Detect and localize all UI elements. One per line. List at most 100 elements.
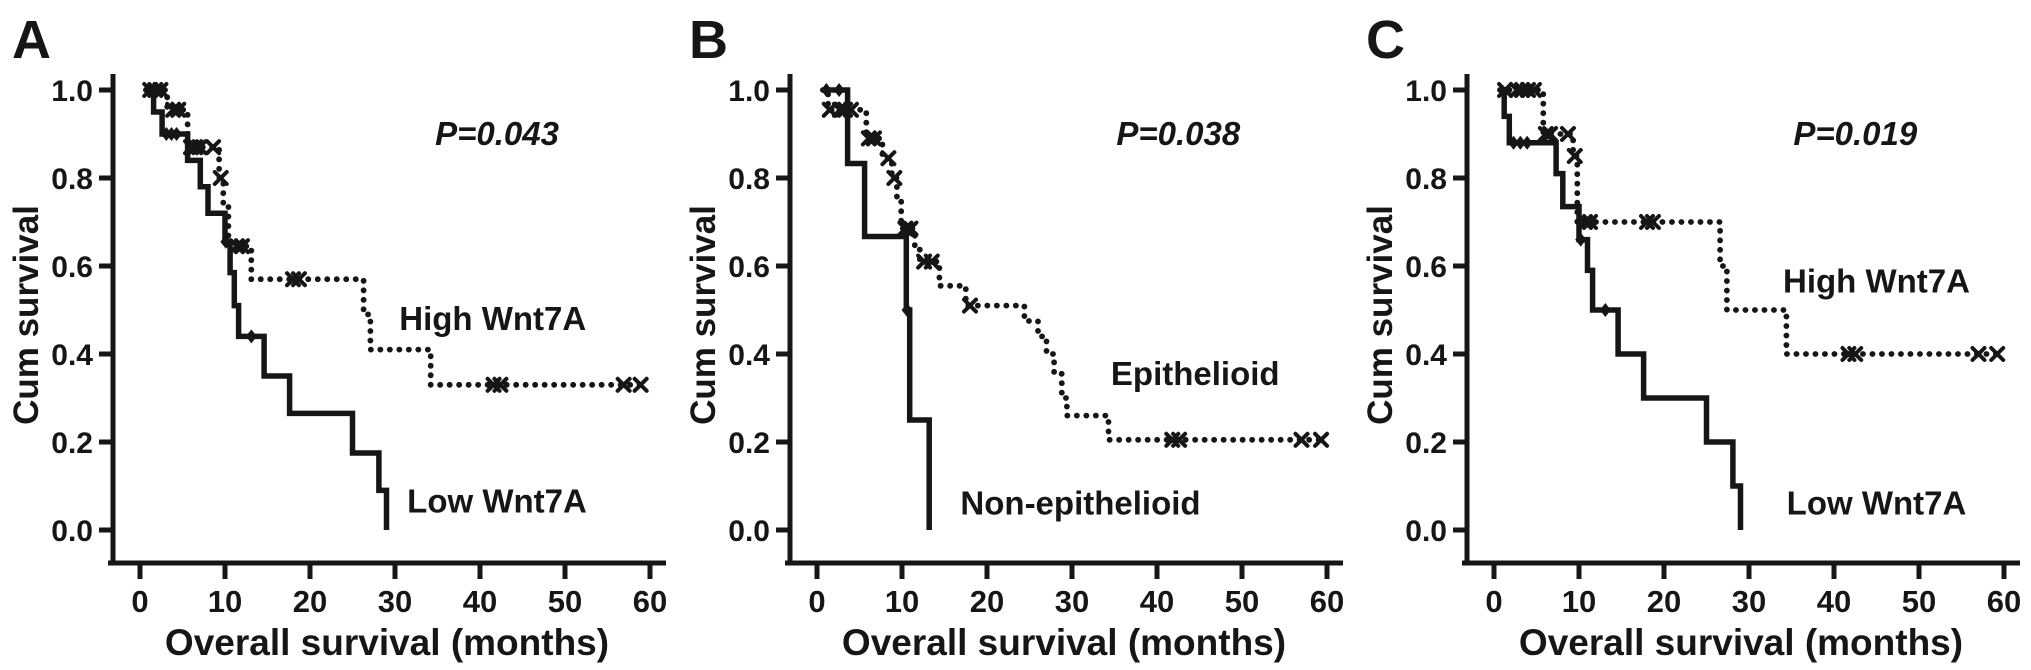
censor-mark-high-wnt7a <box>492 376 509 393</box>
x-tick-label: 40 <box>463 584 497 619</box>
censor-mark-high-wnt7a <box>1508 82 1525 98</box>
y-tick-label: 0.4 <box>728 339 770 372</box>
panel-c-chart: C 0.0 0.2 0.4 0.6 0.8 1.0 0 10 20 30 40 50 60 Overall … <box>1361 10 2021 663</box>
x-tick-label: 50 <box>1225 584 1259 619</box>
censor-mark-high-wnt7a <box>615 376 632 393</box>
y-tick-label: 0.2 <box>728 427 770 460</box>
y-tick-label: 0.6 <box>51 251 93 284</box>
censor-mark-epithelioid <box>880 150 897 167</box>
y-tick-label: 1.0 <box>51 75 93 108</box>
censor-mark-epithelioid <box>886 170 903 186</box>
censor-mark-high-wnt7a <box>1989 346 2006 362</box>
y-tick-label: 1.0 <box>1405 75 1447 108</box>
censor-mark-high-wnt7a <box>191 139 208 156</box>
censor-mark-high-wnt7a <box>187 139 204 156</box>
censor-mark-high-wnt7a <box>1847 346 1864 362</box>
x-tick-label: 10 <box>1562 584 1596 619</box>
censor-mark-high-wnt7a <box>234 238 250 255</box>
x-axis-title: Overall survival (months) <box>165 622 609 663</box>
y-tick-label: 0.4 <box>51 339 93 372</box>
series-label-high-wnt7a: High Wnt7A <box>399 300 586 337</box>
p-value-label: P=0.019 <box>1793 115 1918 152</box>
censor-mark-high-wnt7a <box>1537 126 1554 142</box>
y-tick-label: 0.2 <box>51 427 93 460</box>
panel-a-chart: A 0.0 0.2 0.4 0.6 0.8 1.0 0 10 20 30 40 50 60 Overall … <box>7 10 667 663</box>
x-tick-label: 30 <box>1055 584 1089 619</box>
p-value-label: P=0.043 <box>435 115 559 152</box>
censor-mark-low-wnt7a <box>1508 135 1520 150</box>
censor-mark-non-epithelioid <box>820 83 832 97</box>
censor-mark-high-wnt7a <box>212 170 229 186</box>
y-tick-label: 0.6 <box>1405 251 1447 284</box>
x-tick-label: 50 <box>548 584 582 619</box>
censor-mark-high-wnt7a <box>1582 214 1599 230</box>
curve-high-wnt7a <box>143 87 650 388</box>
x-tick-label: 40 <box>1817 584 1851 619</box>
censor-mark-epithelioid <box>831 101 848 118</box>
x-tick-label: 0 <box>808 584 825 619</box>
x-tick-label: 50 <box>1902 584 1936 619</box>
curve-low-wnt7a <box>145 87 390 530</box>
x-tick-label: 30 <box>378 584 412 619</box>
censor-mark-high-wnt7a <box>1525 82 1542 98</box>
x-tick-label: 60 <box>1987 584 2021 619</box>
y-tick-label: 0.8 <box>1405 163 1447 196</box>
y-tick-label: 0.0 <box>51 515 93 548</box>
x-tick-label: 60 <box>633 584 667 619</box>
censor-mark-high-wnt7a <box>1542 126 1559 142</box>
censor-mark-high-wnt7a <box>165 101 182 118</box>
censor-mark-epithelioid <box>897 220 914 237</box>
censor-mark-low-wnt7a <box>245 329 257 344</box>
x-tick-label: 20 <box>1647 584 1681 619</box>
x-tick-label: 20 <box>970 584 1004 619</box>
y-tick-label: 0.0 <box>728 515 770 548</box>
censor-mark-epithelioid <box>865 130 882 147</box>
y-tick-label: 0.8 <box>51 163 93 196</box>
censor-mark-high-wnt7a <box>1644 214 1661 230</box>
x-tick-label: 0 <box>1485 584 1502 619</box>
panel-letter-b: B <box>689 10 728 70</box>
censor-mark-high-wnt7a <box>290 271 307 288</box>
censor-mark-epithelioid <box>902 220 919 237</box>
x-tick-label: 20 <box>293 584 327 619</box>
censor-mark-low-wnt7a <box>220 234 232 249</box>
censor-mark-low-wnt7a <box>1521 135 1533 150</box>
panel-letter-a: A <box>12 10 51 70</box>
series-label-high-wnt7a: High Wnt7A <box>1783 262 1970 299</box>
series-label-non-epithelioid: Non-epithelioid <box>960 485 1200 522</box>
y-axis-title: Cum survival <box>684 205 723 425</box>
censor-mark-high-wnt7a <box>1566 148 1583 164</box>
y-tick-label: 0.4 <box>1405 339 1447 372</box>
censor-mark-high-wnt7a <box>170 101 187 118</box>
censor-mark-high-wnt7a <box>1559 126 1576 142</box>
censor-mark-non-epithelioid <box>901 303 913 317</box>
x-tick-label: 10 <box>885 584 919 619</box>
censor-mark-low-wnt7a <box>171 127 183 141</box>
y-axis-title: Cum survival <box>7 205 46 425</box>
curve-non-epithelioid <box>822 87 932 530</box>
series-label-low-wnt7a: Low Wnt7A <box>1787 485 1967 522</box>
censor-mark-epithelioid <box>962 297 978 314</box>
y-tick-label: 0.0 <box>1405 515 1447 548</box>
x-axis-title: Overall survival (months) <box>1519 622 1963 663</box>
y-tick-label: 0.2 <box>1405 427 1447 460</box>
censor-mark-low-wnt7a <box>1514 135 1526 150</box>
censor-mark-high-wnt7a <box>205 139 222 156</box>
series-label-low-wnt7a: Low Wnt7A <box>407 482 587 519</box>
censor-mark-non-epithelioid <box>833 83 845 97</box>
censor-mark-low-wnt7a <box>1575 232 1587 247</box>
censor-mark-epithelioid <box>1293 431 1310 448</box>
y-tick-label: 0.6 <box>728 251 770 284</box>
panel-letter-c: C <box>1366 10 1405 70</box>
censor-mark-epithelioid <box>923 253 940 270</box>
censor-mark-high-wnt7a <box>228 238 245 255</box>
x-axis-title: Overall survival (months) <box>842 622 1286 663</box>
y-tick-label: 1.0 <box>728 75 770 108</box>
curve-low-wnt7a <box>1499 87 1744 530</box>
x-tick-label: 10 <box>208 584 242 619</box>
p-value-label: P=0.038 <box>1116 115 1241 152</box>
censor-mark-epithelioid <box>1171 431 1188 448</box>
y-axis-title: Cum survival <box>1361 205 1400 425</box>
x-tick-label: 40 <box>1140 584 1174 619</box>
